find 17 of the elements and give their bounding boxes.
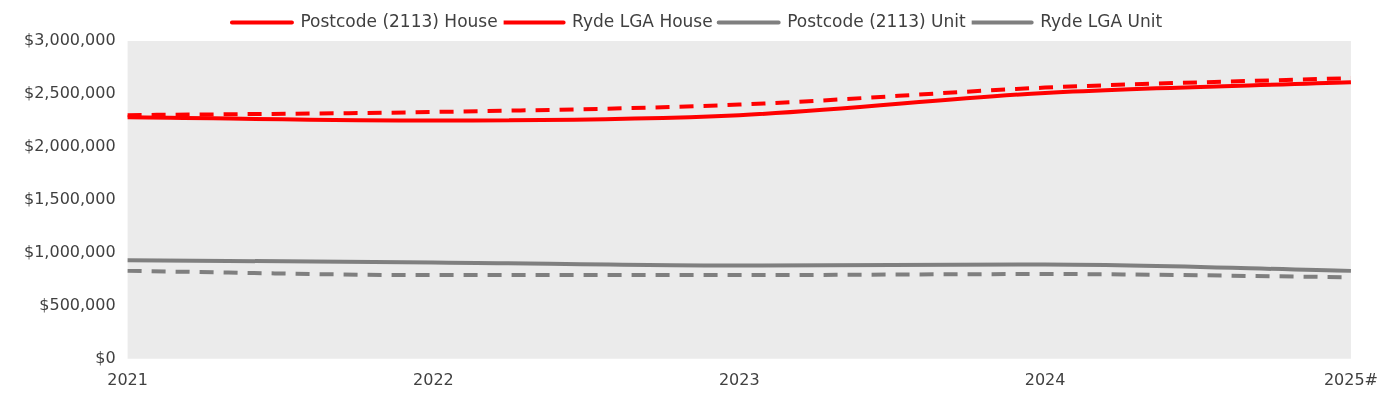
- y-tick-label: $500,000: [39, 294, 116, 314]
- x-tick-label: 2023: [718, 369, 760, 389]
- y-tick-label: $1,500,000: [24, 189, 116, 209]
- legend-label: Postcode (2113) House: [300, 10, 498, 31]
- line-series: [125, 258, 1353, 273]
- x-tick-label: 2022: [413, 369, 454, 389]
- y-tick-label: $1,000,000: [24, 242, 116, 262]
- y-tick-label: $3,000,000: [24, 30, 116, 50]
- y-tick-label: $2,000,000: [24, 136, 116, 156]
- y-tick-label: $2,500,000: [24, 83, 116, 103]
- legend-label: Ryde LGA Unit: [1040, 10, 1163, 31]
- legend-label: Ryde LGA House: [572, 10, 713, 31]
- x-tick-label: 2021: [107, 369, 148, 389]
- legend-label: Postcode (2113) Unit: [787, 10, 967, 31]
- x-tick-label: 2025#: [1323, 369, 1378, 389]
- x-tick-label: 2024: [1024, 369, 1066, 389]
- y-tick-label: $0: [95, 347, 116, 367]
